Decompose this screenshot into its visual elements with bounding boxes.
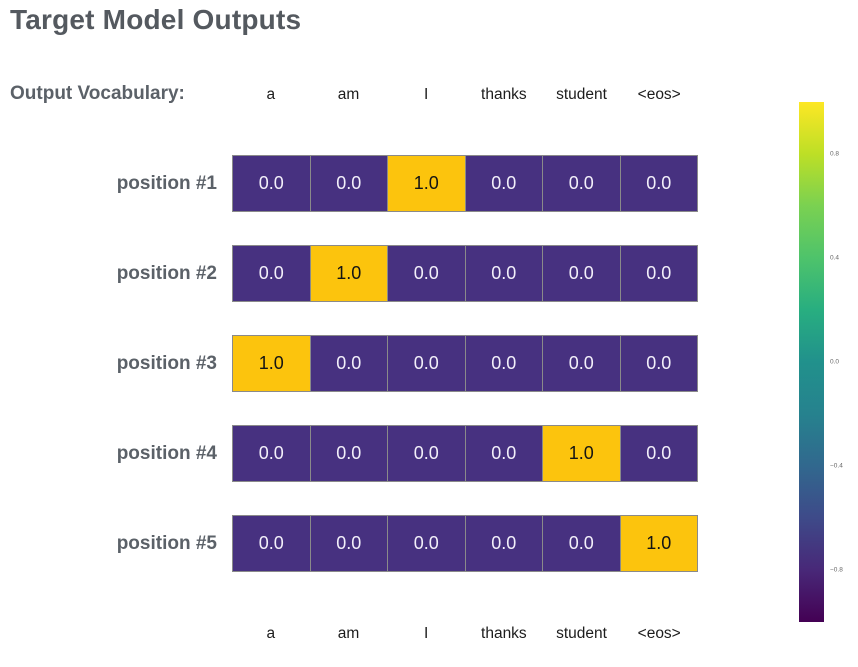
- vocab-token: thanks: [481, 86, 527, 103]
- row-label: position #5: [116, 533, 217, 554]
- heatmap-cell: 0.0: [542, 155, 621, 212]
- heatmap-row: position #5 0.0 0.0 0.0 0.0 0.0 1.0: [0, 515, 698, 572]
- heatmap-cell: 0.0: [232, 515, 311, 572]
- heatmap-cell: 0.0: [464, 425, 543, 482]
- heatmap-cell: 0.0: [619, 155, 698, 212]
- colorbar-tick-label: 0.0: [830, 358, 840, 366]
- vocab-token: thanks: [481, 625, 527, 642]
- heatmap-cell: 0.0: [309, 425, 388, 482]
- heatmap-cell: 0.0: [619, 245, 698, 302]
- heatmap-row: position #4 0.0 0.0 0.0 0.0 1.0 0.0: [0, 425, 698, 482]
- heatmap-cell: 1.0: [619, 515, 698, 572]
- colorbar-tick-label: −0.8: [830, 566, 843, 574]
- vocab-token: I: [424, 86, 429, 103]
- row-label: position #1: [116, 173, 217, 194]
- heatmap-cell: 1.0: [309, 245, 388, 302]
- colorbar: 0.8 0.4 0.0 −0.4 −0.8: [799, 102, 858, 622]
- figure-title: Target Model Outputs: [10, 4, 302, 35]
- row-label: position #2: [116, 263, 217, 284]
- heatmap-cell: 0.0: [232, 245, 311, 302]
- heatmap-cell: 1.0: [232, 335, 311, 392]
- heatmap-cell: 0.0: [387, 335, 466, 392]
- heatmap-cell: 0.0: [542, 515, 621, 572]
- heatmap-cell: 0.0: [464, 155, 543, 212]
- heatmap-row: position #3 1.0 0.0 0.0 0.0 0.0 0.0: [0, 335, 698, 392]
- vocab-token: a: [266, 625, 276, 642]
- heatmap-cell: 0.0: [619, 425, 698, 482]
- heatmap-cell: 0.0: [309, 335, 388, 392]
- heatmap-cell: 0.0: [309, 155, 388, 212]
- heatmap-cell: 0.0: [464, 245, 543, 302]
- vocab-token: <eos>: [637, 625, 681, 642]
- heatmap-cell: 0.0: [464, 335, 543, 392]
- row-label: position #4: [116, 443, 217, 464]
- heatmap-cell: 0.0: [464, 515, 543, 572]
- heatmap-row-cells: 1.0 0.0 0.0 0.0 0.0 0.0: [232, 335, 698, 392]
- heatmap-cell: 0.0: [387, 515, 466, 572]
- heatmap-cell: 1.0: [387, 155, 466, 212]
- colorbar-gradient: [799, 102, 824, 622]
- output-vocabulary-label: Output Vocabulary:: [10, 83, 185, 104]
- heatmap-cell: 0.0: [309, 515, 388, 572]
- vocab-token: student: [556, 86, 607, 103]
- heatmap-cell: 1.0: [542, 425, 621, 482]
- heatmap-cell: 0.0: [542, 245, 621, 302]
- one-hot-heatmap: position #1 0.0 0.0 1.0 0.0 0.0 0.0 position #2…: [0, 155, 698, 575]
- heatmap-row-cells: 0.0 0.0 0.0 0.0 1.0 0.0: [232, 425, 698, 482]
- row-label: position #3: [116, 353, 217, 374]
- heatmap-row: position #2 0.0 1.0 0.0 0.0 0.0 0.0: [0, 245, 698, 302]
- colorbar-tick-label: 0.4: [830, 254, 840, 262]
- heatmap-cell: 0.0: [387, 425, 466, 482]
- heatmap-cell: 0.0: [387, 245, 466, 302]
- heatmap-row: position #1 0.0 0.0 1.0 0.0 0.0 0.0: [0, 155, 698, 212]
- heatmap-cell: 0.0: [232, 155, 311, 212]
- heatmap-cell: 0.0: [542, 335, 621, 392]
- vocab-token: <eos>: [637, 86, 681, 103]
- heatmap-row-cells: 0.0 0.0 1.0 0.0 0.0 0.0: [232, 155, 698, 212]
- vocab-token: I: [424, 625, 429, 642]
- heatmap-row-cells: 0.0 1.0 0.0 0.0 0.0 0.0: [232, 245, 698, 302]
- heatmap-row-cells: 0.0 0.0 0.0 0.0 0.0 1.0: [232, 515, 698, 572]
- vocab-token: am: [337, 86, 360, 103]
- heatmap-cell: 0.0: [232, 425, 311, 482]
- heatmap-cell: 0.0: [619, 335, 698, 392]
- colorbar-tick-label: −0.4: [830, 462, 843, 470]
- vocab-token: a: [266, 86, 276, 103]
- vocab-token: student: [556, 625, 607, 642]
- colorbar-tick-label: 0.8: [830, 150, 840, 158]
- vocab-token: am: [337, 625, 360, 642]
